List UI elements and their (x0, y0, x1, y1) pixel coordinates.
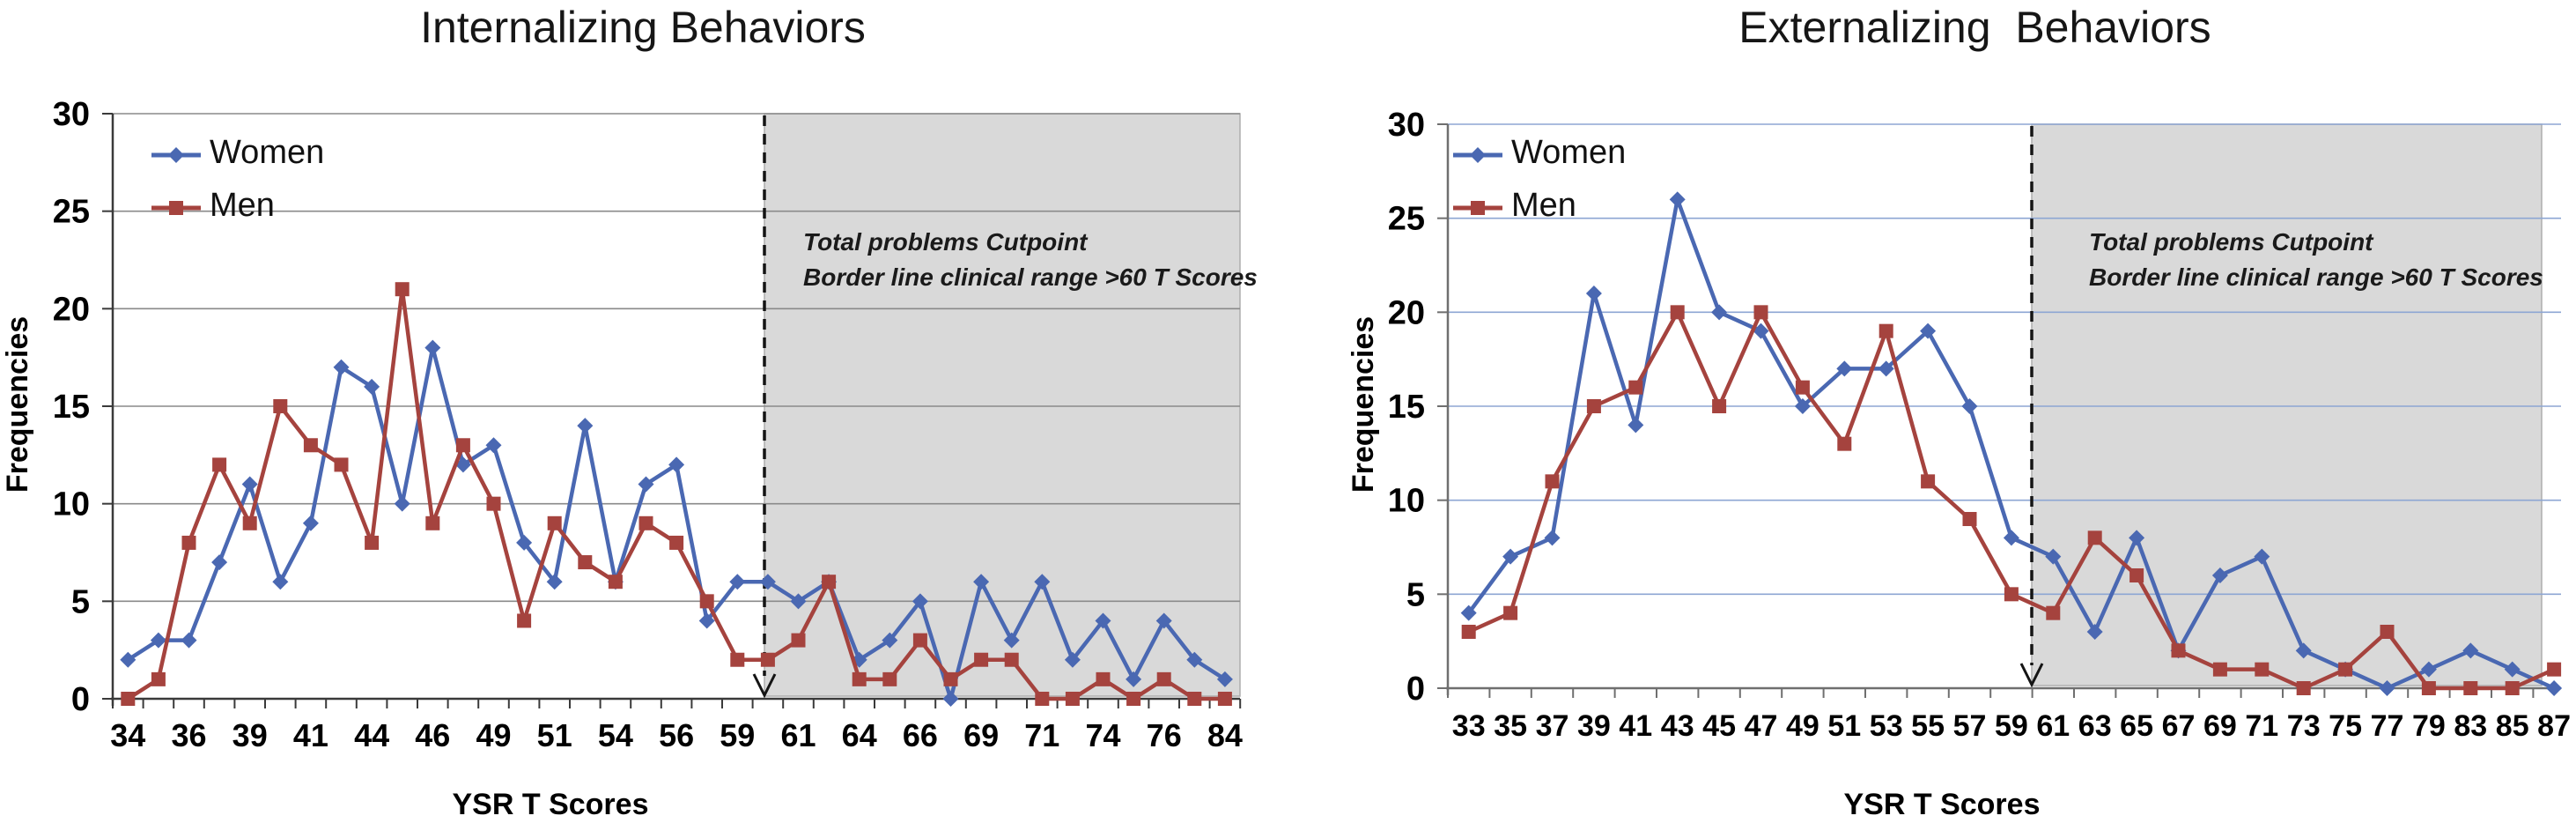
gridlines (113, 113, 1240, 603)
x-tick-label: 46 (415, 717, 450, 753)
x-tick-label: 67 (2162, 709, 2196, 743)
y-tick-label: 20 (53, 291, 90, 328)
x-tick-label: 79 (2412, 709, 2446, 743)
x-axis-title-internalizing: YSR T Scores (452, 788, 649, 821)
x-tick-label: 87 (2537, 709, 2571, 743)
x-tick-label: 61 (2036, 709, 2070, 743)
x-tick-label: 44 (354, 717, 389, 753)
x-tick-label: 39 (1577, 709, 1611, 743)
women-line-diamond-swatch (1453, 139, 1502, 166)
y-tick-label: 10 (1388, 483, 1425, 520)
x-tick-label: 84 (1207, 717, 1243, 753)
legend-item-women: Women (151, 132, 324, 173)
x-tick-label: 56 (659, 717, 694, 753)
legend-label-women: Women (210, 133, 325, 171)
chart-title-internalizing: Internalizing Behaviors (420, 3, 866, 52)
x-tick-label: 69 (2203, 709, 2237, 743)
x-tick-label: 49 (476, 717, 511, 753)
x-tick-label: 77 (2371, 709, 2404, 743)
x-tick-label: 35 (1494, 709, 1527, 743)
x-tick-label: 59 (1995, 709, 2028, 743)
x-tick-label: 43 (1661, 709, 1694, 743)
x-tick-label: 85 (2496, 709, 2529, 743)
x-tick-label: 47 (1745, 709, 1778, 743)
x-tick-label: 41 (1619, 709, 1652, 743)
x-tick-label: 49 (1786, 709, 1819, 743)
x-tick-label: 73 (2287, 709, 2321, 743)
legend-label-men: Men (210, 186, 275, 224)
legend-label-men: Men (1511, 186, 1576, 224)
y-tick-label: 15 (53, 389, 90, 426)
legend-item-men: Men (151, 185, 324, 226)
x-tick-label: 63 (2078, 709, 2112, 743)
cutpoint-annotation-internalizing: Total problems Cutpoint Border line clin… (803, 225, 1258, 295)
y-tick-label: 30 (53, 96, 90, 133)
y-tick-label: 15 (1388, 389, 1425, 426)
x-tick-label: 55 (1911, 709, 1945, 743)
legend-item-women: Women (1453, 132, 1626, 173)
y-tick-label: 25 (53, 194, 90, 231)
x-axis-title-externalizing: YSR T Scores (1843, 788, 2041, 821)
x-tick-label: 83 (2454, 709, 2487, 743)
y-axis-title-internalizing: Frequencies (1, 315, 34, 493)
y-tick-label: 0 (1406, 671, 1425, 708)
cutpoint-annotation-line1: Total problems Cutpoint (803, 228, 1088, 256)
x-tick-label: 45 (1702, 709, 1736, 743)
x-tick-label: 74 (1085, 717, 1120, 753)
x-tick-label: 39 (233, 717, 268, 753)
x-tick-label: 57 (1953, 709, 1987, 743)
x-tick-label: 54 (598, 717, 633, 753)
x-tick-label: 75 (2329, 709, 2362, 743)
x-tick-label: 51 (537, 717, 572, 753)
x-tick-label: 34 (110, 717, 145, 753)
y-tick-label: 0 (71, 681, 90, 718)
x-tick-label: 33 (1452, 709, 1486, 743)
men-line-square-swatch (1453, 192, 1502, 219)
x-tick-label: 69 (963, 717, 999, 753)
externalizing-plot: 0 5 10 15 20 25 30 33 35 37 39 41 43 45 47 49 51 53 55 57 59… (1388, 107, 2571, 743)
y-tick-label: 25 (1388, 201, 1425, 238)
legend-item-men: Men (1453, 185, 1626, 226)
y-tick-label: 5 (1406, 576, 1425, 613)
y-axis-title-externalizing: Frequencies (1347, 315, 1380, 493)
men-line-square-swatch (151, 192, 201, 219)
x-tick-label: 65 (2120, 709, 2153, 743)
axes: 0 5 10 15 20 25 30 33 35 37 39 41 43 45 47 49 51 53 55 57 59… (1388, 107, 2571, 743)
men-series-line (121, 282, 1232, 706)
cutpoint-annotation-line2: Border line clinical range >60 T Scores (2089, 263, 2543, 291)
cutpoint-dashed-line (2019, 126, 2044, 688)
men-series-line (1461, 305, 2562, 695)
x-tick-label: 51 (1827, 709, 1861, 743)
x-tick-label: 53 (1870, 709, 1903, 743)
cutpoint-annotation-line1: Total problems Cutpoint (2089, 228, 2373, 256)
cutpoint-annotation-externalizing: Total problems Cutpoint Border line clin… (2089, 225, 2543, 295)
women-line-diamond-swatch (151, 139, 201, 166)
women-series-line (1460, 191, 2563, 696)
y-tick-label: 5 (71, 583, 90, 620)
chart-title-externalizing: Externalizing Behaviors (1738, 3, 2211, 52)
x-tick-label: 71 (2245, 709, 2278, 743)
x-tick-label: 66 (903, 717, 938, 753)
axes: 0 5 10 15 20 25 30 34 36 39 41 44 46 49 51 54 56 59 61 64 66… (53, 96, 1243, 753)
women-series-line (120, 339, 1233, 707)
legend-label-women: Women (1511, 133, 1627, 171)
internalizing-plot: 0 5 10 15 20 25 30 34 36 39 41 44 46 49 51 54 56 59 61 64 66… (53, 96, 1243, 753)
x-tick-label: 41 (293, 717, 328, 753)
y-tick-label: 20 (1388, 294, 1425, 331)
x-tick-label: 61 (780, 717, 816, 753)
legend-internalizing: Women Men (151, 132, 324, 226)
legend-externalizing: Women Men (1453, 132, 1626, 226)
x-tick-label: 59 (720, 717, 755, 753)
y-tick-label: 30 (1388, 107, 1425, 144)
gridlines (1448, 123, 2561, 596)
x-tick-label: 37 (1536, 709, 1569, 743)
x-tick-label: 71 (1024, 717, 1059, 753)
x-tick-label: 76 (1147, 717, 1182, 753)
y-tick-label: 10 (53, 486, 90, 523)
x-tick-label: 36 (171, 717, 206, 753)
x-tick-label: 64 (842, 717, 877, 753)
cutpoint-annotation-line2: Border line clinical range >60 T Scores (803, 263, 1258, 291)
